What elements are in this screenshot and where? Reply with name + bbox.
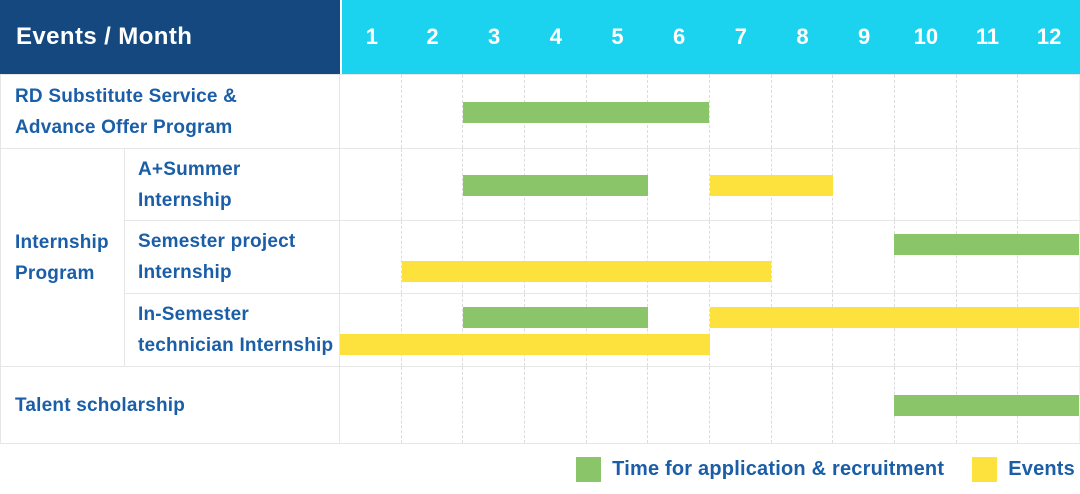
month-column	[709, 75, 771, 148]
month-column	[1017, 149, 1079, 220]
application-swatch-icon	[576, 456, 602, 482]
month-column	[585, 367, 648, 443]
month-column	[955, 149, 1018, 220]
month-column	[1017, 75, 1079, 148]
row-label: A+Summer Internship	[125, 148, 340, 220]
row-timeline	[340, 148, 1080, 220]
month-header-cell: 4	[525, 0, 587, 74]
month-header-cell: 8	[771, 0, 834, 74]
month-header-cell: 5	[586, 0, 649, 74]
month-column	[462, 294, 524, 366]
legend-label-application: Time for application & recruitment	[612, 457, 945, 480]
month-column	[340, 294, 401, 366]
events-swatch-icon	[972, 456, 998, 482]
month-column	[832, 149, 894, 220]
month-column	[832, 75, 894, 148]
legend-item-application: Time for application & recruitment	[576, 456, 945, 482]
month-column	[894, 221, 956, 293]
month-column	[894, 294, 956, 366]
legend-label-events: Events	[1008, 457, 1075, 480]
month-header-cell: 11	[956, 0, 1019, 74]
row-timeline	[340, 220, 1080, 293]
month-column	[770, 221, 833, 293]
gantt-table: Events / Month 1 2 3 4 5 6 7 8 9 10 11 12 RD Substit…	[0, 0, 1080, 444]
month-column	[832, 367, 894, 443]
month-column	[462, 75, 524, 148]
month-column	[647, 367, 709, 443]
row-timeline	[340, 366, 1080, 443]
application-bar	[894, 234, 1079, 255]
events-month-header: Events / Month	[0, 0, 340, 74]
month-header-cell: 7	[710, 0, 772, 74]
month-header-cell: 10	[895, 0, 957, 74]
month-column	[462, 221, 524, 293]
month-column	[647, 294, 709, 366]
month-column	[770, 294, 833, 366]
month-column	[709, 294, 771, 366]
month-column	[462, 149, 524, 220]
row-timeline	[340, 74, 1080, 148]
month-column	[770, 75, 833, 148]
row-timeline	[340, 293, 1080, 366]
month-column	[832, 221, 894, 293]
month-column	[585, 294, 648, 366]
month-header-cell: 6	[648, 0, 710, 74]
legend-item-events: Events	[972, 456, 1075, 482]
application-bar	[894, 395, 1079, 416]
month-column	[524, 367, 586, 443]
group-label: Internship Program	[0, 148, 125, 366]
month-column	[400, 367, 463, 443]
month-column	[340, 149, 401, 220]
row-label: In-Semester technician Internship	[125, 293, 340, 366]
month-column	[647, 149, 709, 220]
month-header-cell: 3	[463, 0, 525, 74]
month-column	[770, 367, 833, 443]
application-bar	[463, 101, 710, 123]
event-bar	[709, 307, 1079, 328]
month-column	[1017, 294, 1079, 366]
legend: Time for application & recruitment Event…	[0, 444, 1080, 494]
month-column	[524, 294, 586, 366]
month-header-cell: 9	[833, 0, 895, 74]
month-column	[955, 75, 1018, 148]
month-column	[400, 149, 463, 220]
event-bar	[709, 174, 833, 196]
month-column	[340, 221, 401, 293]
month-column	[709, 221, 771, 293]
application-bar	[463, 174, 648, 196]
month-column	[340, 75, 401, 148]
month-column	[585, 221, 648, 293]
month-column	[832, 294, 894, 366]
month-header-cell: 12	[1018, 0, 1080, 74]
month-column	[955, 221, 1018, 293]
month-column	[340, 367, 401, 443]
application-bar	[463, 307, 648, 328]
event-bar	[401, 261, 772, 282]
month-column	[709, 367, 771, 443]
month-column	[400, 221, 463, 293]
event-bar	[340, 334, 710, 355]
month-header-cell: 2	[401, 0, 464, 74]
month-column	[524, 221, 586, 293]
month-column	[647, 221, 709, 293]
month-column	[894, 149, 956, 220]
row-label: Talent scholarship	[0, 366, 340, 443]
month-column	[894, 75, 956, 148]
month-column	[462, 367, 524, 443]
month-column	[400, 294, 463, 366]
month-column	[1017, 221, 1079, 293]
month-header-cell: 1	[340, 0, 402, 74]
month-column	[955, 294, 1018, 366]
month-column	[400, 75, 463, 148]
row-label: Semester project Internship	[125, 220, 340, 293]
row-label: RD Substitute Service & Advance Offer Pro…	[0, 74, 340, 148]
